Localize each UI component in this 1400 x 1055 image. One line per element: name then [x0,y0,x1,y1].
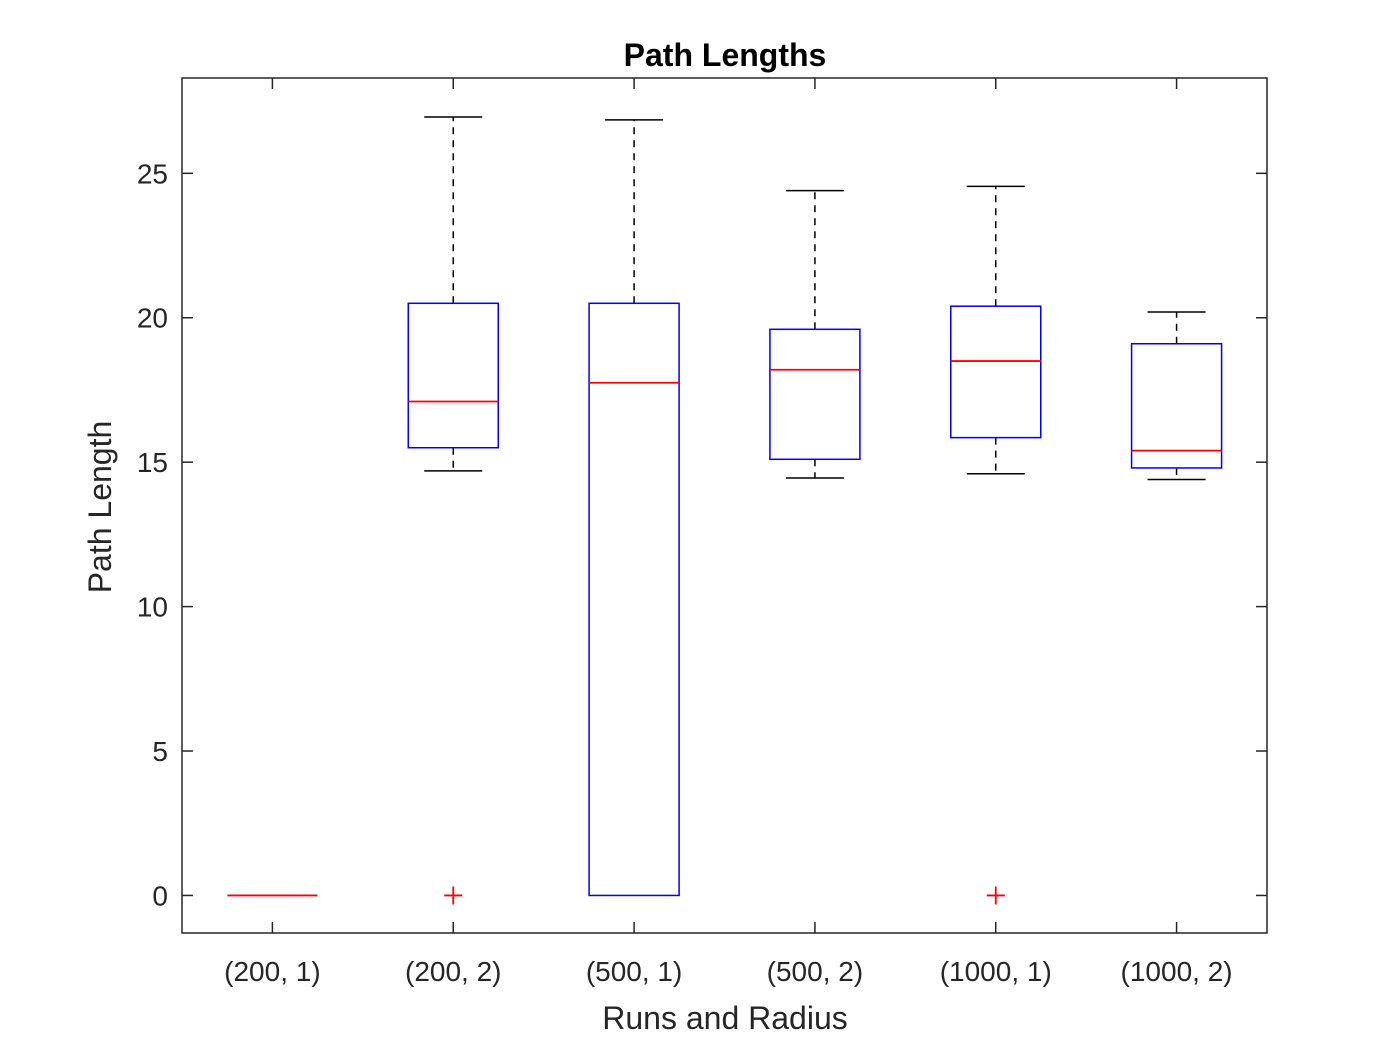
y-axis-title: Path Length [82,421,118,594]
iqr-box [407,302,499,449]
x-tick-label: (500, 2) [767,956,864,987]
y-tick-label: 15 [137,447,168,478]
x-tick-label: (1000, 1) [940,956,1052,987]
x-tick-label: (500, 1) [586,956,683,987]
y-tick-label: 10 [137,592,168,623]
x-tick-label: (200, 1) [224,956,321,987]
outlier-marker [986,886,1005,905]
iqr-box [950,305,1042,439]
outlier-marker [444,886,463,905]
x-axis-title: Runs and Radius [602,1000,847,1036]
axes-frame [181,77,1268,934]
y-tick-label: 20 [137,303,168,334]
iqr-box [1130,342,1223,469]
iqr-box [588,302,680,897]
y-tick-label: 25 [137,158,168,189]
y-tick-label: 0 [152,880,168,911]
y-tick-label: 5 [152,736,168,767]
plot-area: 0 5 10 15 20 25 (200, 1) (200, 2) (500, 1) (500, … [137,77,1268,987]
x-tick-label: (1000, 2) [1121,956,1233,987]
chart-title: Path Lengths [624,37,827,73]
x-tick-label: (200, 2) [405,956,502,987]
iqr-box [769,328,861,461]
